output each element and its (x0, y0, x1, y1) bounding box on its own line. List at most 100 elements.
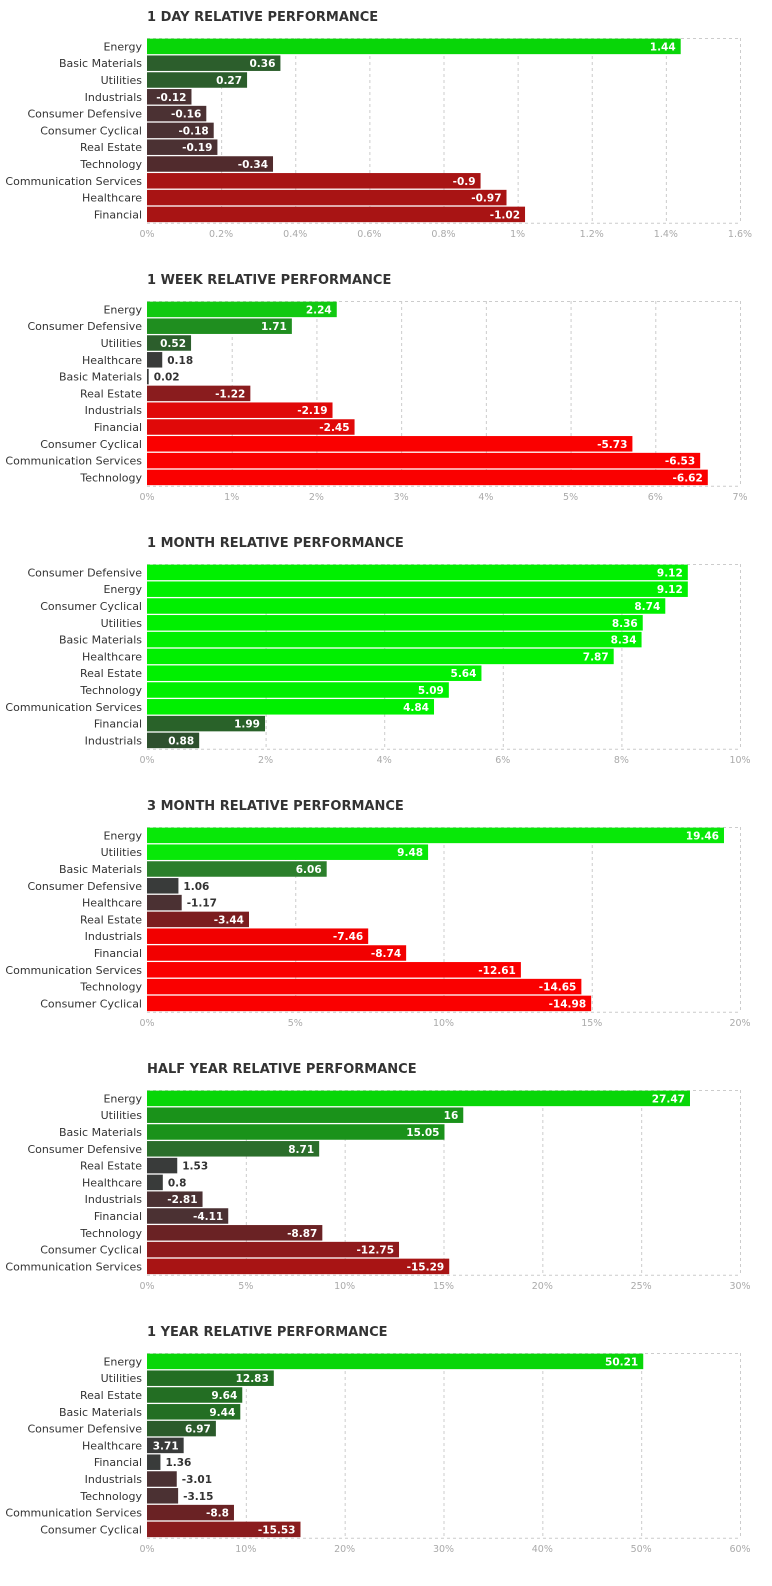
bar (147, 1404, 241, 1420)
x-tick-label: 1% (224, 492, 239, 503)
x-tick-label: 5% (238, 1281, 253, 1292)
bar (147, 911, 249, 928)
category-label: Industrials (85, 91, 143, 104)
data-label: -1.02 (490, 209, 520, 221)
data-label: 7.87 (583, 651, 609, 663)
bar (147, 1437, 184, 1454)
chart-1-month: 1 MONTH RELATIVE PERFORMANCE 0% 2% 4% 6% 8% 1… (0, 526, 772, 789)
data-label: 12.83 (236, 1373, 269, 1385)
x-tick-label: 10% (433, 1018, 454, 1029)
category-label: Healthcare (82, 650, 142, 663)
category-label: Utilities (101, 846, 143, 859)
category-label: Financial (94, 421, 142, 434)
x-tick-label: 20% (334, 1544, 355, 1555)
data-label: -14.65 (539, 982, 577, 994)
category-label: Technology (79, 1227, 142, 1240)
bar (147, 1225, 323, 1241)
chart-plot: 0% 0.2% 0.4% 0.6% 0.8% 1% 1.2% 1.4% 1.6% Energy 1.… (5, 38, 752, 240)
category-label: Utilities (101, 1372, 143, 1385)
x-tick-label: 0.4% (283, 229, 307, 240)
category-label: Consumer Cyclical (40, 997, 142, 1010)
data-label: 9.48 (397, 847, 423, 859)
x-tick-label: 0% (139, 229, 154, 240)
chart-title: 1 WEEK RELATIVE PERFORMANCE (147, 273, 392, 288)
category-label: Real Estate (80, 387, 142, 400)
category-label: Consumer Defensive (27, 566, 142, 579)
category-label: Communication Services (5, 455, 142, 468)
data-label: -0.9 (453, 176, 476, 188)
bar (147, 156, 274, 172)
data-label: 0.36 (250, 58, 276, 70)
x-tick-label: 2% (258, 755, 273, 766)
x-tick-label: 6% (648, 492, 663, 503)
x-tick-label: 6% (495, 755, 510, 766)
bar (147, 301, 337, 318)
bar (147, 1258, 450, 1275)
category-label: Real Estate (80, 141, 142, 154)
bar (147, 335, 192, 351)
category-label: Technology (79, 471, 142, 484)
bar (147, 1107, 464, 1123)
category-label: Financial (94, 208, 142, 221)
bar (147, 189, 507, 206)
data-label: 8.34 (611, 635, 637, 647)
chart-plot: 0% 5% 10% 15% 20% Energy 19.46 Utilities 9.48 Bas… (5, 827, 751, 1029)
category-label: Industrials (85, 404, 143, 417)
data-label: 1.71 (261, 321, 287, 333)
bar (147, 827, 724, 844)
bar (147, 173, 481, 189)
data-label: 27.47 (652, 1093, 685, 1105)
bar (147, 1370, 274, 1386)
chart-half-year: HALF YEAR RELATIVE PERFORMANCE 0% 5% 10% 15… (0, 1052, 772, 1315)
category-label: Energy (103, 583, 142, 596)
category-label: Communication Services (5, 175, 142, 188)
bar (147, 436, 633, 452)
bar (147, 631, 642, 648)
data-label: -5.73 (597, 439, 627, 451)
bar (147, 139, 218, 155)
chart-title: 3 MONTH RELATIVE PERFORMANCE (147, 799, 404, 814)
x-tick-label: 0.2% (209, 229, 233, 240)
x-tick-label: 0.6% (357, 229, 381, 240)
x-tick-label: 5% (563, 492, 578, 503)
category-label: Consumer Defensive (27, 108, 142, 121)
data-label: -12.75 (356, 1245, 394, 1257)
bar (147, 1471, 177, 1487)
category-label: Energy (103, 303, 142, 316)
category-label: Financial (94, 1456, 142, 1469)
bar (147, 122, 214, 139)
x-tick-label: 1.2% (580, 229, 604, 240)
x-tick-label: 1% (510, 229, 525, 240)
data-label: 1.44 (650, 41, 676, 53)
data-label: 9.44 (209, 1407, 235, 1419)
category-label: Industrials (85, 930, 143, 943)
data-label: -0.18 (178, 125, 208, 137)
data-label: 0.8 (168, 1177, 187, 1189)
x-tick-label: 15% (581, 1018, 602, 1029)
data-label: -3.01 (182, 1474, 212, 1486)
category-label: Technology (79, 684, 142, 697)
data-label: -3.15 (183, 1491, 213, 1503)
category-label: Utilities (101, 337, 143, 350)
data-label: -12.61 (478, 965, 516, 977)
bar (147, 598, 666, 614)
category-label: Utilities (101, 1109, 143, 1122)
bar (147, 89, 192, 105)
x-tick-label: 30% (433, 1544, 454, 1555)
bar (147, 861, 327, 877)
x-tick-label: 10% (235, 1544, 256, 1555)
bar (147, 1504, 234, 1521)
chart-3-month: 3 MONTH RELATIVE PERFORMANCE 0% 5% 10% 15% 2… (0, 789, 772, 1052)
x-tick-label: 25% (631, 1281, 652, 1292)
bar (147, 385, 251, 402)
data-label: -14.98 (549, 998, 587, 1010)
data-label: 0.88 (168, 735, 194, 747)
bar (147, 928, 369, 944)
data-label: -0.12 (156, 92, 186, 104)
x-tick-label: 0% (139, 492, 154, 503)
bar (147, 878, 179, 894)
data-label: -6.62 (673, 472, 703, 484)
chart-plot: 0% 1% 2% 3% 4% 5% 6% 7% Energy 2.24 Consumer Defen… (5, 301, 748, 503)
data-label: -7.46 (333, 931, 363, 943)
category-label: Healthcare (82, 1439, 142, 1452)
